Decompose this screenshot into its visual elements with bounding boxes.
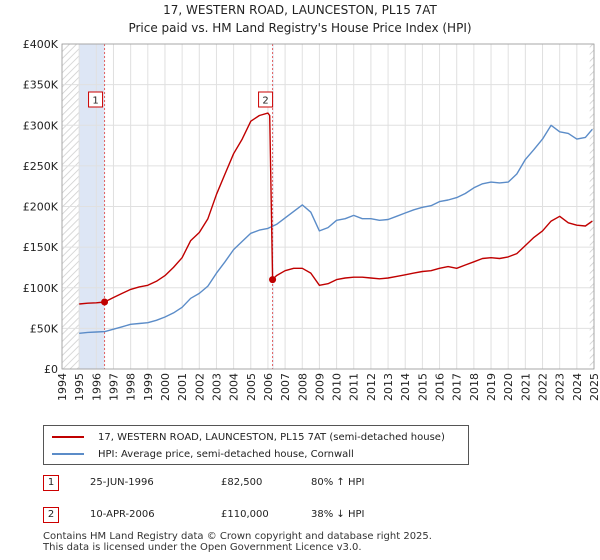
x-tick-label: 2000: [159, 373, 172, 401]
sale-row: 2 10-APR-2006 £110,000 38% ↓ HPI: [43, 507, 563, 527]
x-tick-label: 2020: [502, 373, 515, 401]
y-tick-label: £350K: [23, 79, 59, 92]
legend: 17, WESTERN ROAD, LAUNCESTON, PL15 7AT (…: [43, 425, 469, 465]
x-tick-label: 2010: [331, 373, 344, 401]
chart-subtitle: Price paid vs. HM Land Registry's House …: [128, 21, 472, 35]
x-tick-label: 2024: [571, 373, 584, 401]
y-tick-label: £400K: [23, 38, 59, 51]
x-tick-label: 2005: [245, 373, 258, 401]
sale-1-marker-label: 1: [92, 96, 98, 107]
x-tick-label: 1999: [142, 373, 155, 401]
chart-title: 17, WESTERN ROAD, LAUNCESTON, PL15 7AT: [163, 3, 437, 17]
x-tick-label: 2007: [279, 373, 292, 401]
legend-hpi-swatch: [52, 453, 84, 455]
sale-1-marker: [88, 91, 104, 108]
x-tick-label: 2017: [451, 373, 464, 401]
legend-item-hpi: HPI: Average price, semi-detached house,…: [52, 447, 354, 461]
y-tick-label: £250K: [23, 160, 59, 173]
price-paid-line: [79, 112, 593, 305]
x-tick-label: 2009: [313, 373, 326, 401]
sale-2-marker-label: 2: [262, 96, 268, 107]
x-tick-label: 2002: [193, 373, 206, 401]
x-tick-label: 2018: [468, 373, 481, 401]
x-tick-label: 1994: [56, 373, 69, 401]
sale-hpi-change: 38% ↓ HPI: [311, 509, 365, 520]
hpi-line: [79, 124, 593, 334]
x-tick-label: 2012: [365, 373, 378, 401]
y-tick-label: £150K: [23, 241, 59, 254]
x-tick-label: 2011: [348, 373, 361, 401]
sale-marker-1: 1: [43, 475, 59, 491]
footer-copyright: Contains HM Land Registry data © Crown c…: [43, 531, 432, 542]
x-tick-label: 2022: [537, 373, 550, 401]
x-tick-label: 2019: [485, 373, 498, 401]
sale-row: 1 25-JUN-1996 £82,500 80% ↑ HPI: [43, 475, 563, 495]
footer-license: This data is licensed under the Open Gov…: [43, 542, 362, 553]
sale-price: £82,500: [221, 477, 263, 488]
x-tick-label: 2015: [416, 373, 429, 401]
legend-price-label: 17, WESTERN ROAD, LAUNCESTON, PL15 7AT (…: [98, 431, 445, 443]
sale-marker-2: 2: [43, 507, 59, 523]
x-tick-label: 2006: [262, 373, 275, 401]
price-chart: 1 2 £0 £50K £100K £150K £200K £250K £300K £350K £…: [23, 38, 600, 401]
sale-hpi-change: 80% ↑ HPI: [311, 477, 365, 488]
y-tick-label: £0: [44, 363, 58, 376]
plot-frame: [61, 43, 595, 370]
x-tick-label: 2008: [296, 373, 309, 401]
x-tick-label: 1995: [73, 373, 86, 401]
y-tick-label: £100K: [23, 282, 59, 295]
x-tick-label: 2016: [434, 373, 447, 401]
sale-price: £110,000: [221, 509, 269, 520]
x-tick-label: 2003: [210, 373, 223, 401]
x-tick-label: 1998: [125, 373, 138, 401]
legend-item-price: 17, WESTERN ROAD, LAUNCESTON, PL15 7AT (…: [52, 430, 445, 444]
x-tick-label: 2013: [382, 373, 395, 401]
sale-date: 25-JUN-1996: [90, 477, 154, 488]
y-tick-label: £300K: [23, 119, 59, 132]
x-tick-label: 2014: [399, 373, 412, 401]
x-tick-label: 1996: [90, 373, 103, 401]
x-tick-label: 2021: [519, 373, 532, 401]
sale-1-point: [101, 298, 109, 306]
sale-2-point: [269, 276, 277, 284]
y-tick-label: £50K: [30, 322, 59, 335]
x-tick-label: 2004: [228, 373, 241, 401]
legend-hpi-label: HPI: Average price, semi-detached house,…: [98, 448, 354, 460]
y-tick-label: £200K: [23, 201, 59, 214]
x-tick-label: 2023: [554, 373, 567, 401]
sale-2-marker: [258, 91, 274, 108]
x-tick-label: 2025: [588, 373, 600, 401]
x-tick-label: 1997: [107, 373, 120, 401]
legend-price-swatch: [52, 436, 84, 438]
sale-date: 10-APR-2006: [90, 509, 155, 520]
x-tick-label: 2001: [176, 373, 189, 401]
